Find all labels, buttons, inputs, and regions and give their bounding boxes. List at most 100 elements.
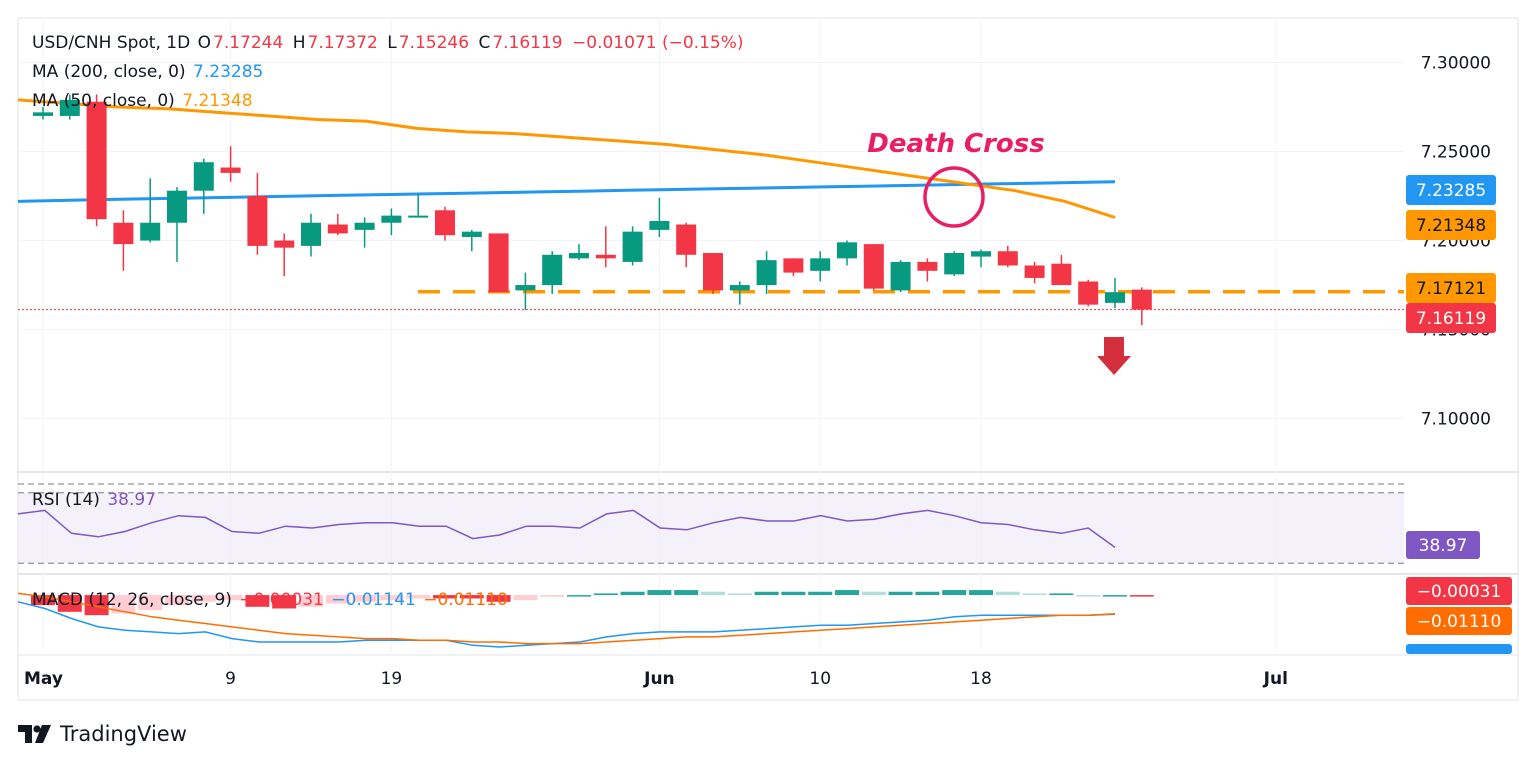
legend-ma50-label: MA (50, close, 0): [32, 91, 175, 111]
macd-histogram-bar: [165, 595, 189, 606]
candle-body: [622, 231, 643, 262]
candle-body: [863, 244, 884, 289]
macd-histogram-bar: [325, 595, 350, 604]
legend-ma50-value: 7.21348: [182, 91, 253, 111]
candle-body: [703, 253, 723, 291]
candle-body: [1024, 265, 1045, 278]
candle-body: [595, 254, 616, 259]
candle-body: [113, 222, 134, 245]
macd-histogram-bar: [861, 591, 886, 596]
macd-histogram-bar: [701, 591, 725, 596]
macd-histogram-bar: [352, 595, 377, 602]
candle-body: [756, 260, 777, 286]
candle-body: [327, 224, 348, 234]
legend-low: L 7.15246: [387, 33, 470, 53]
macd-histogram-bar: [727, 593, 752, 596]
chart-frame: [17, 17, 1519, 701]
ma200-line: [17, 180, 1116, 203]
candle-body: [649, 220, 670, 230]
legend-macd-label: MACD (12, 26, close, 9): [32, 590, 232, 610]
candle-body: [676, 224, 697, 255]
macd-line: [17, 601, 1116, 648]
down-arrow-icon: [1097, 337, 1131, 375]
legend-macd-signal: −0.01110: [423, 590, 508, 610]
macd-histogram-bar: [835, 590, 859, 596]
macd-axis-label: −0.01110: [1417, 612, 1502, 632]
macd-histogram-bar: [299, 595, 323, 607]
macd-histogram-bar: [1022, 593, 1047, 596]
macd-histogram-bar: [754, 591, 779, 596]
rsi-axis-label-bg: [1406, 531, 1480, 559]
macd-histogram-bar: [1076, 595, 1101, 597]
macd-histogram-bar: [245, 595, 270, 607]
x-tick-label: 18: [970, 669, 992, 689]
macd-histogram-bar: [84, 595, 109, 616]
macd-histogram-bar: [567, 595, 591, 597]
x-tick-label: 19: [381, 669, 403, 689]
macd-histogram-bar: [888, 591, 913, 596]
tradingview-brand: TradingView: [60, 722, 187, 746]
macd-axis-label-bg: [1406, 607, 1512, 635]
candle-body: [729, 285, 750, 291]
macd-histogram-bar: [486, 595, 511, 602]
death-cross-circle: [923, 166, 985, 228]
macd-histogram-bar: [995, 591, 1020, 596]
macd-histogram-bar: [808, 591, 833, 596]
price-axis-label-bg: [1406, 210, 1496, 240]
macd-histogram-bar: [433, 595, 457, 599]
legend-symbol: USD/CNH Spot, 1D: [32, 33, 191, 53]
candle-body: [167, 190, 187, 223]
macd-histogram-bar: [379, 595, 404, 601]
price-axis-label: 7.16119: [1416, 309, 1486, 329]
candle-body: [542, 254, 563, 286]
macd-axis-label-bg: [1406, 577, 1512, 605]
macd-histogram-bar: [138, 595, 163, 611]
footer-branding[interactable]: TradingView: [18, 720, 187, 748]
legend-rsi-label: RSI (14): [32, 490, 100, 510]
candle-body: [783, 258, 804, 273]
candle-body: [408, 215, 429, 218]
legend-header: USD/CNH Spot, 1D O 7.17244 H 7.17372 L 7.15…: [32, 33, 746, 53]
legend-rsi-value: 38.97: [107, 490, 156, 510]
candle-body: [1078, 281, 1099, 305]
candle-body: [515, 285, 536, 291]
x-tick-label: May: [24, 669, 63, 689]
candle-body: [810, 258, 831, 271]
macd-histogram-bar: [111, 595, 136, 614]
macd-histogram-bar: [191, 595, 216, 602]
macd-histogram-bar: [1129, 595, 1154, 597]
macd-histogram-bar: [459, 595, 484, 599]
price-axis-label: 7.17121: [1416, 279, 1486, 299]
candle-body: [461, 231, 482, 237]
candle-body: [301, 222, 321, 246]
candle-body: [59, 99, 80, 116]
legend-ma200-label: MA (200, close, 0): [32, 62, 186, 82]
macd-histogram-bar: [781, 591, 806, 596]
candle-body: [86, 101, 107, 220]
macd-axis-label-bg: [1406, 644, 1512, 654]
candle-body: [917, 261, 938, 271]
candle-body: [220, 167, 241, 173]
legend-macd-hist: −0.00031: [239, 590, 324, 610]
candle-body: [1051, 263, 1072, 286]
price-axis-label: 7.23285: [1416, 181, 1486, 201]
candle-body: [435, 210, 455, 236]
macd-histogram-bar: [406, 595, 431, 599]
y-tick-label: 7.30000: [1421, 54, 1491, 74]
macd-histogram-bar: [218, 595, 243, 601]
legend-macd: MACD (12, 26, close, 9) −0.00031 −0.0114…: [32, 590, 510, 610]
legend-change: −0.01071 (−0.15%): [572, 33, 744, 53]
candle-body: [140, 222, 161, 241]
candle-body: [569, 253, 589, 259]
macd-histogram-bar: [540, 595, 565, 597]
x-tick-label: Jun: [643, 669, 675, 689]
macd-histogram-bar: [647, 590, 672, 596]
macd-histogram-bar: [593, 593, 618, 596]
macd-histogram-bar: [674, 590, 699, 596]
legend-rsi: RSI (14) 38.97: [32, 490, 158, 510]
legend-macd-line: −0.01141: [331, 590, 416, 610]
candle-body: [274, 240, 295, 248]
candle-body: [354, 222, 375, 230]
candle-body: [997, 251, 1018, 266]
